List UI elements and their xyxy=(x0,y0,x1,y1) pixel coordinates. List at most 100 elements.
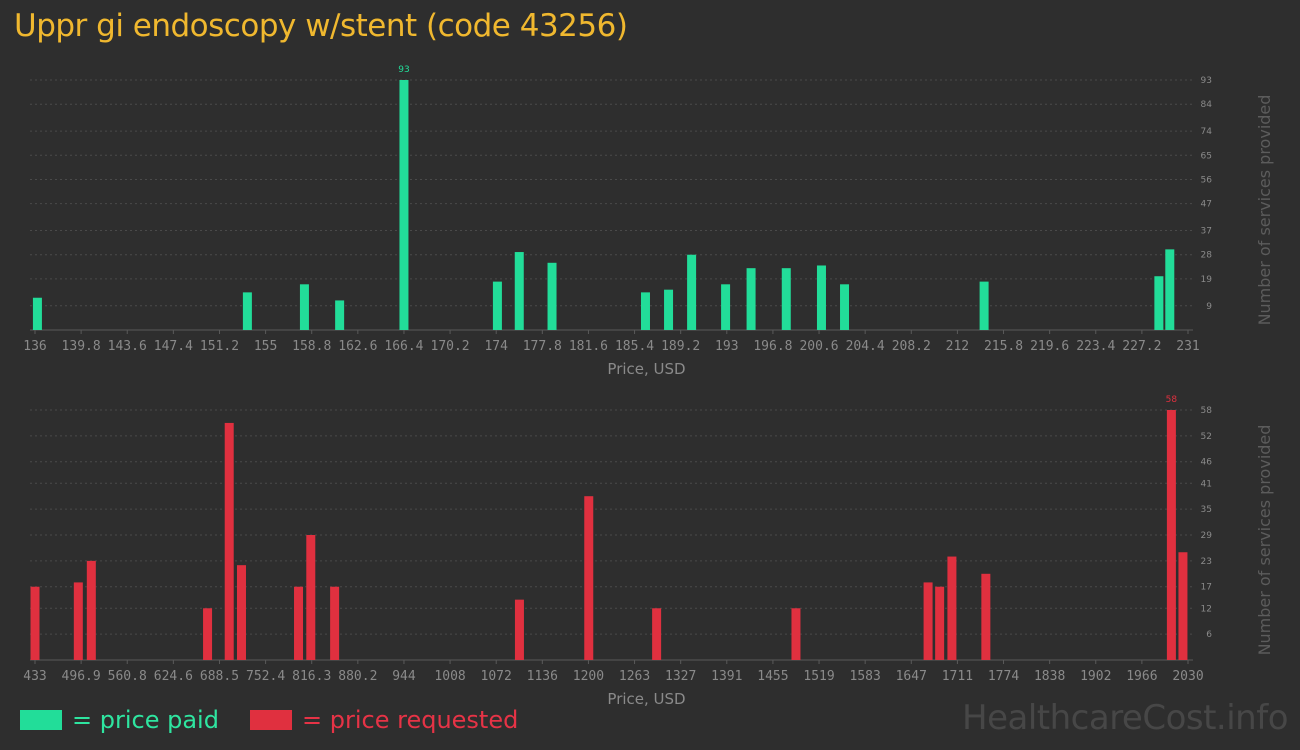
paid-x-tick-label: 227.2 xyxy=(1122,339,1161,354)
requested-x-tick-label: 1263 xyxy=(619,669,650,684)
requested-x-tick-label: 1072 xyxy=(481,669,512,684)
paid-y-tick-label: 56 xyxy=(1201,175,1213,185)
requested-y-tick-label: 41 xyxy=(1201,479,1212,489)
legend-price-paid: = price paid xyxy=(20,704,219,736)
requested-x-tick-label: 1902 xyxy=(1080,669,1111,684)
paid-y-tick-label: 19 xyxy=(1201,275,1213,285)
requested-x-tick-label: 2030 xyxy=(1172,669,1203,684)
paid-x-tick-label: 143.6 xyxy=(108,339,147,354)
requested-x-tick-label: 1966 xyxy=(1126,669,1157,684)
paid-x-tick-label: 136 xyxy=(23,339,46,354)
requested-bar xyxy=(224,422,234,660)
requested-bar xyxy=(791,608,801,660)
paid-bar xyxy=(547,262,557,330)
requested-bar xyxy=(935,586,945,660)
legend-label-paid: = price paid xyxy=(72,706,219,734)
paid-y-tick-label: 9 xyxy=(1206,302,1212,312)
paid-bar xyxy=(492,281,502,330)
paid-x-tick-label: 166.4 xyxy=(384,339,423,354)
legend-label-requested: = price requested xyxy=(302,706,519,734)
requested-bar xyxy=(30,586,40,660)
requested-x-tick-label: 496.9 xyxy=(62,669,101,684)
paid-bar xyxy=(1165,249,1175,330)
paid-x-tick-label: 174 xyxy=(484,339,508,354)
legend-swatch-paid xyxy=(20,710,62,730)
requested-bar xyxy=(86,560,96,660)
requested-x-tick-label: 624.6 xyxy=(154,669,193,684)
paid-x-tick-label: 170.2 xyxy=(431,339,470,354)
paid-y-tick-label: 65 xyxy=(1201,151,1212,161)
paid-bar xyxy=(399,80,409,330)
requested-bar xyxy=(652,608,662,660)
paid-x-tick-label: 196.8 xyxy=(753,339,792,354)
paid-x-tick-label: 215.8 xyxy=(984,339,1023,354)
paid-y-tick-label: 84 xyxy=(1201,100,1213,110)
requested-bar xyxy=(306,535,316,660)
paid-x-tick-label: 223.4 xyxy=(1076,339,1115,354)
requested-x-tick-label: 1838 xyxy=(1034,669,1065,684)
paid-x-tick-label: 204.4 xyxy=(846,339,885,354)
paid-x-tick-label: 208.2 xyxy=(892,339,931,354)
requested-y-tick-label: 52 xyxy=(1201,432,1212,442)
paid-x-tick-label: 147.4 xyxy=(154,339,193,354)
requested-x-tick-label: 560.8 xyxy=(108,669,147,684)
requested-x-tick-label: 944 xyxy=(392,669,416,684)
paid-bar xyxy=(664,289,674,330)
paid-x-tick-label: 139.8 xyxy=(62,339,101,354)
paid-x-tick-label: 200.6 xyxy=(799,339,838,354)
paid-y-tick-label: 37 xyxy=(1201,227,1212,237)
requested-y-tick-label: 35 xyxy=(1201,505,1212,515)
paid-x-tick-label: 158.8 xyxy=(292,339,331,354)
paid-bar xyxy=(840,284,850,330)
requested-y-tick-label: 6 xyxy=(1206,630,1212,640)
requested-bar xyxy=(514,599,524,660)
requested-bar xyxy=(1178,552,1188,660)
requested-y-axis-title: Number of services provided xyxy=(1255,425,1274,656)
requested-x-tick-label: 1711 xyxy=(942,669,973,684)
requested-x-tick-label: 433 xyxy=(23,669,46,684)
requested-bar xyxy=(584,496,594,660)
paid-bar xyxy=(687,254,697,330)
requested-y-tick-label: 12 xyxy=(1201,604,1212,614)
paid-bar xyxy=(335,300,345,330)
paid-bar xyxy=(299,284,309,330)
legend-swatch-requested xyxy=(250,710,292,730)
paid-bar xyxy=(979,281,989,330)
requested-x-tick-label: 752.4 xyxy=(246,669,285,684)
requested-bar xyxy=(923,582,933,660)
requested-x-tick-label: 816.3 xyxy=(292,669,331,684)
requested-x-tick-label: 1455 xyxy=(757,669,788,684)
requested-bar xyxy=(947,556,957,660)
paid-bar xyxy=(640,292,650,330)
requested-y-tick-label: 17 xyxy=(1201,583,1212,593)
paid-bar xyxy=(514,252,524,330)
paid-bar xyxy=(781,268,791,330)
paid-x-axis-title: Price, USD xyxy=(607,360,685,378)
paid-y-axis-title: Number of services provided xyxy=(1255,95,1274,326)
paid-x-tick-label: 162.6 xyxy=(338,339,377,354)
legend-price-requested: = price requested xyxy=(250,704,518,736)
paid-y-tick-label: 47 xyxy=(1201,200,1212,210)
paid-x-tick-label: 231 xyxy=(1176,339,1199,354)
requested-x-tick-label: 1519 xyxy=(803,669,834,684)
requested-bar xyxy=(236,565,246,660)
requested-x-tick-label: 1327 xyxy=(665,669,696,684)
paid-bar xyxy=(746,268,756,330)
paid-bar-data-label: 93 xyxy=(398,65,409,75)
requested-bar xyxy=(330,586,340,660)
requested-x-tick-label: 1647 xyxy=(896,669,927,684)
paid-y-tick-label: 28 xyxy=(1201,251,1213,261)
requested-x-tick-label: 1583 xyxy=(850,669,881,684)
requested-bar xyxy=(1166,410,1176,660)
requested-x-tick-label: 688.5 xyxy=(200,669,239,684)
paid-x-tick-label: 193 xyxy=(715,339,738,354)
requested-bar-data-label: 58 xyxy=(1166,395,1178,405)
requested-bar xyxy=(73,582,83,660)
requested-x-tick-label: 1008 xyxy=(434,669,465,684)
paid-x-tick-label: 219.6 xyxy=(1030,339,1069,354)
requested-x-tick-label: 880.2 xyxy=(338,669,377,684)
paid-bar xyxy=(721,284,731,330)
paid-x-tick-label: 155 xyxy=(254,339,277,354)
requested-y-tick-label: 29 xyxy=(1201,531,1213,541)
